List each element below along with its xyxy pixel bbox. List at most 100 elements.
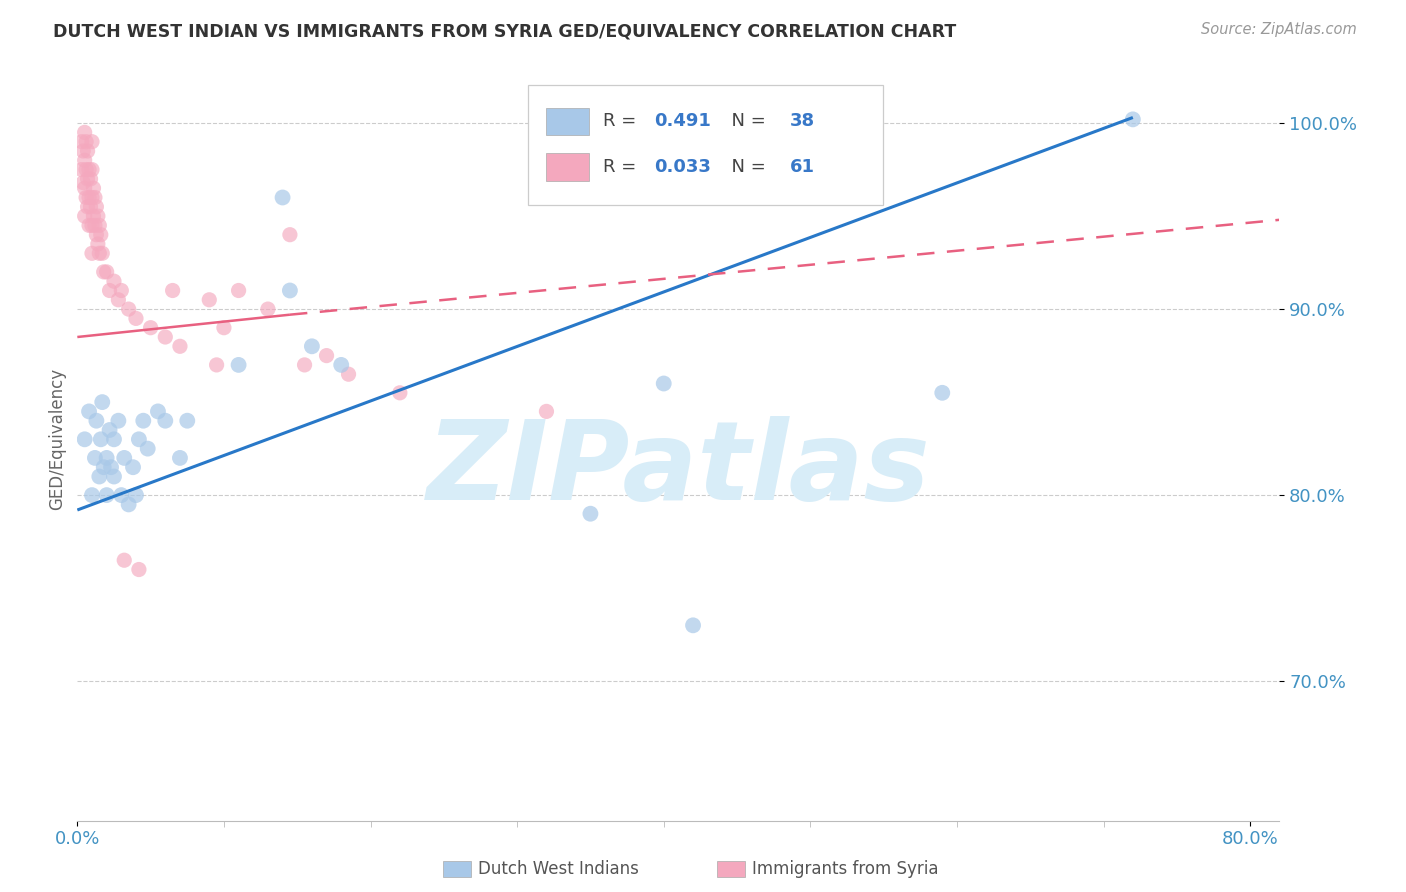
Point <box>82 209 104 223</box>
Point <box>84 219 107 233</box>
Text: ZIPatlas: ZIPatlas <box>426 417 931 524</box>
Point <box>96 488 118 502</box>
Text: N =: N = <box>720 112 772 130</box>
Point <box>73 153 96 168</box>
Point <box>77 404 100 418</box>
Point <box>301 339 323 353</box>
Point <box>536 404 558 418</box>
Bar <box>546 108 589 135</box>
Text: 38: 38 <box>790 112 815 130</box>
Point <box>82 181 104 195</box>
Point <box>91 246 114 260</box>
Point <box>86 200 108 214</box>
Point <box>682 618 704 632</box>
Point <box>86 414 108 428</box>
Point <box>98 423 121 437</box>
Point <box>169 339 191 353</box>
Point <box>112 450 135 465</box>
Point <box>100 460 122 475</box>
Text: R =: R = <box>603 158 641 176</box>
Point <box>294 358 316 372</box>
Point <box>80 488 103 502</box>
Point <box>87 237 110 252</box>
Point <box>228 284 250 298</box>
Point <box>257 302 280 317</box>
Point <box>128 432 150 446</box>
Point <box>198 293 221 307</box>
Point <box>80 219 103 233</box>
Point <box>103 274 125 288</box>
Point <box>75 135 97 149</box>
Point <box>146 404 169 418</box>
Point <box>122 460 145 475</box>
Bar <box>529 85 883 205</box>
Point <box>90 227 112 242</box>
Point <box>84 450 107 465</box>
Text: N =: N = <box>720 158 772 176</box>
Point <box>652 376 675 391</box>
Point <box>125 488 148 502</box>
Text: Dutch West Indians: Dutch West Indians <box>478 860 638 878</box>
Point <box>73 181 96 195</box>
Point <box>107 414 129 428</box>
Point <box>90 432 112 446</box>
Point <box>73 125 96 139</box>
Point <box>228 358 250 372</box>
Point <box>79 200 101 214</box>
Point <box>176 414 198 428</box>
Point <box>337 368 360 382</box>
Point <box>271 190 294 204</box>
Point <box>139 320 162 334</box>
Point <box>112 553 135 567</box>
Point <box>76 200 98 214</box>
Point <box>132 414 155 428</box>
Point <box>73 432 96 446</box>
Point <box>162 284 184 298</box>
Point <box>107 293 129 307</box>
Text: 61: 61 <box>790 158 815 176</box>
Text: 0.491: 0.491 <box>654 112 711 130</box>
Point <box>77 162 100 177</box>
Point <box>1122 112 1144 127</box>
Point <box>96 265 118 279</box>
Point <box>80 246 103 260</box>
Text: Source: ZipAtlas.com: Source: ZipAtlas.com <box>1201 22 1357 37</box>
Point <box>155 414 177 428</box>
Point <box>72 176 94 190</box>
Point <box>77 190 100 204</box>
Point <box>89 469 111 483</box>
Point <box>330 358 353 372</box>
Text: DUTCH WEST INDIAN VS IMMIGRANTS FROM SYRIA GED/EQUIVALENCY CORRELATION CHART: DUTCH WEST INDIAN VS IMMIGRANTS FROM SYR… <box>53 22 956 40</box>
Point <box>103 432 125 446</box>
Point <box>212 320 235 334</box>
Point <box>77 219 100 233</box>
Text: R =: R = <box>603 112 641 130</box>
Point <box>931 385 953 400</box>
Point <box>86 227 108 242</box>
Point <box>136 442 159 456</box>
Text: 0.033: 0.033 <box>654 158 711 176</box>
Point <box>80 162 103 177</box>
Point <box>315 349 337 363</box>
Point <box>169 450 191 465</box>
Point <box>117 302 139 317</box>
Point <box>93 265 115 279</box>
Point <box>76 144 98 158</box>
Point <box>278 284 301 298</box>
Point <box>79 172 101 186</box>
Point <box>110 488 132 502</box>
Point <box>579 507 602 521</box>
Point <box>70 162 93 177</box>
Point <box>89 246 111 260</box>
Point <box>205 358 228 372</box>
Point <box>76 172 98 186</box>
Point <box>117 497 139 511</box>
Point <box>75 190 97 204</box>
Point <box>278 227 301 242</box>
Point <box>73 209 96 223</box>
Point <box>98 284 121 298</box>
Point <box>89 219 111 233</box>
Point <box>84 190 107 204</box>
Text: Immigrants from Syria: Immigrants from Syria <box>752 860 939 878</box>
Bar <box>546 153 589 181</box>
